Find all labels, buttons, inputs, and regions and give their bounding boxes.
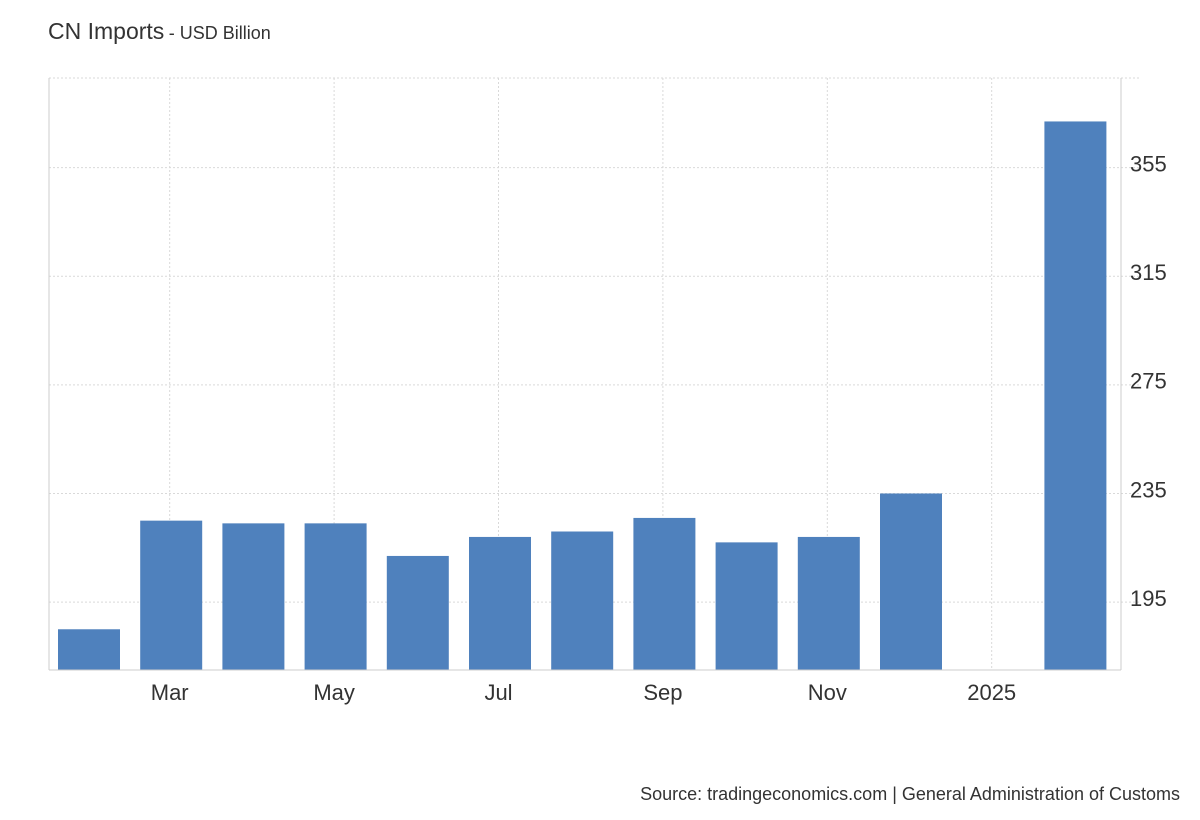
y-tick-label: 235 <box>1130 477 1167 502</box>
chart-title: CN Imports - USD Billion <box>48 18 271 45</box>
chart-title-text: CN Imports <box>48 18 165 44</box>
y-tick-label: 275 <box>1130 369 1167 394</box>
y-tick-label: 355 <box>1130 151 1167 176</box>
bar-aug-2024 <box>551 531 614 670</box>
bar-oct-2024 <box>715 542 778 670</box>
y-tick-label: 315 <box>1130 260 1167 285</box>
source-note: Source: tradingeconomics.com | General A… <box>640 784 1180 804</box>
x-tick-label: Nov <box>808 680 847 705</box>
chart-axes <box>48 78 1122 671</box>
bar-apr-2024 <box>222 523 285 670</box>
x-tick-label: 2025 <box>967 680 1016 705</box>
x-tick-label: Sep <box>643 680 682 705</box>
bar-nov-2024 <box>797 536 860 670</box>
bar-jul-2024 <box>469 536 531 670</box>
x-tick-label: May <box>313 680 355 705</box>
bar-dec-2024 <box>880 493 942 670</box>
bar-feb-2025 <box>1044 121 1107 671</box>
chart-tick-labels: 195 235 275 315 355 Mar May Jul Sep Nov 2025 <box>151 151 1167 705</box>
x-tick-label: Jul <box>484 680 512 705</box>
bar-feb-2024 <box>58 629 120 670</box>
bar-sep-2024 <box>633 517 696 670</box>
x-tick-label: Mar <box>151 680 189 705</box>
bar-mar-2024 <box>140 520 203 670</box>
bar-jun-2024 <box>386 555 449 670</box>
bar-may-2024 <box>304 523 367 670</box>
chart-bars <box>58 121 1107 671</box>
y-tick-label: 195 <box>1130 586 1167 611</box>
chart-unit-subtitle: - USD Billion <box>168 23 271 43</box>
